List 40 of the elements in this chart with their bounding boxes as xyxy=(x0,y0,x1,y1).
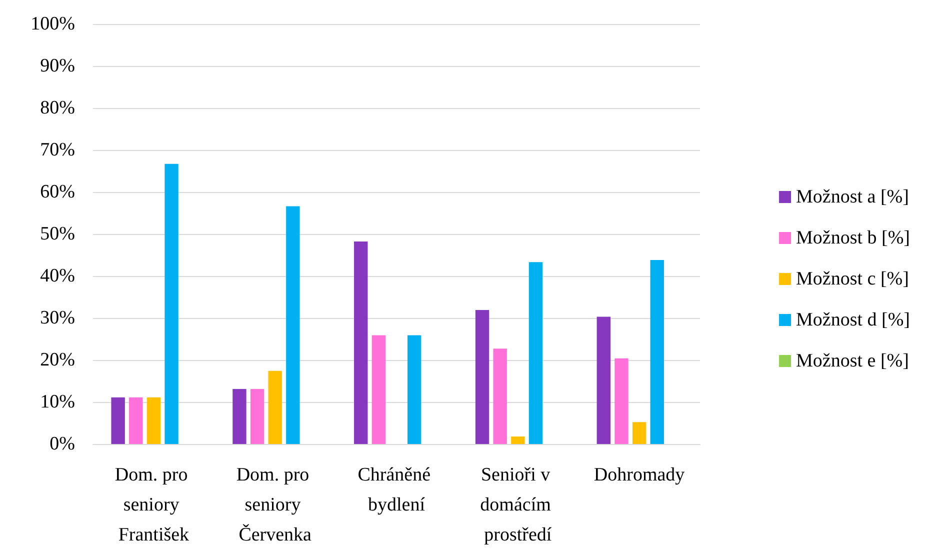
legend-label: Možnost c [%] xyxy=(796,268,909,290)
x-tick-label: Dom. pro seniory Červenka xyxy=(236,464,314,546)
x-tick-label: Senioři v domácím prostředí xyxy=(480,464,556,546)
legend-label: Možnost b [%] xyxy=(796,228,910,248)
y-tick-label: 70% xyxy=(40,140,76,160)
bar xyxy=(650,260,664,444)
bar xyxy=(511,436,525,444)
y-tick-label: 20% xyxy=(40,350,76,370)
bar xyxy=(493,348,507,444)
y-tick-label: 90% xyxy=(40,56,76,76)
bar xyxy=(111,397,125,444)
bar xyxy=(146,397,161,444)
legend-label: Možnost d [%] xyxy=(796,310,910,330)
bar xyxy=(164,164,178,444)
bar xyxy=(354,242,368,444)
bar xyxy=(407,335,422,444)
bar xyxy=(528,262,543,444)
y-tick-label: 30% xyxy=(40,308,76,328)
bar xyxy=(129,397,143,444)
y-tick-label: 60% xyxy=(40,182,76,202)
bar xyxy=(268,370,282,444)
bar xyxy=(250,388,264,444)
bar xyxy=(632,422,646,444)
bar xyxy=(372,335,386,444)
x-tick-label: Dom. pro seniory František xyxy=(114,464,192,546)
y-tick-label: 50% xyxy=(40,224,76,244)
x-tick-label: Chráněné bydlení xyxy=(358,464,436,516)
bar xyxy=(232,388,246,444)
y-tick-label: 100% xyxy=(30,14,76,34)
y-tick-label: 0% xyxy=(50,434,76,454)
bar xyxy=(596,316,611,444)
y-tick-label: 10% xyxy=(40,392,76,412)
legend-label: Možnost a [%] xyxy=(796,186,909,208)
legend-label: Možnost e [%] xyxy=(796,350,909,372)
x-tick-label: Dohromady xyxy=(594,464,686,486)
bar xyxy=(614,358,628,444)
bar xyxy=(286,206,300,444)
y-tick-label: 80% xyxy=(40,98,76,118)
bar xyxy=(475,310,490,444)
y-tick-label: 40% xyxy=(40,266,76,286)
